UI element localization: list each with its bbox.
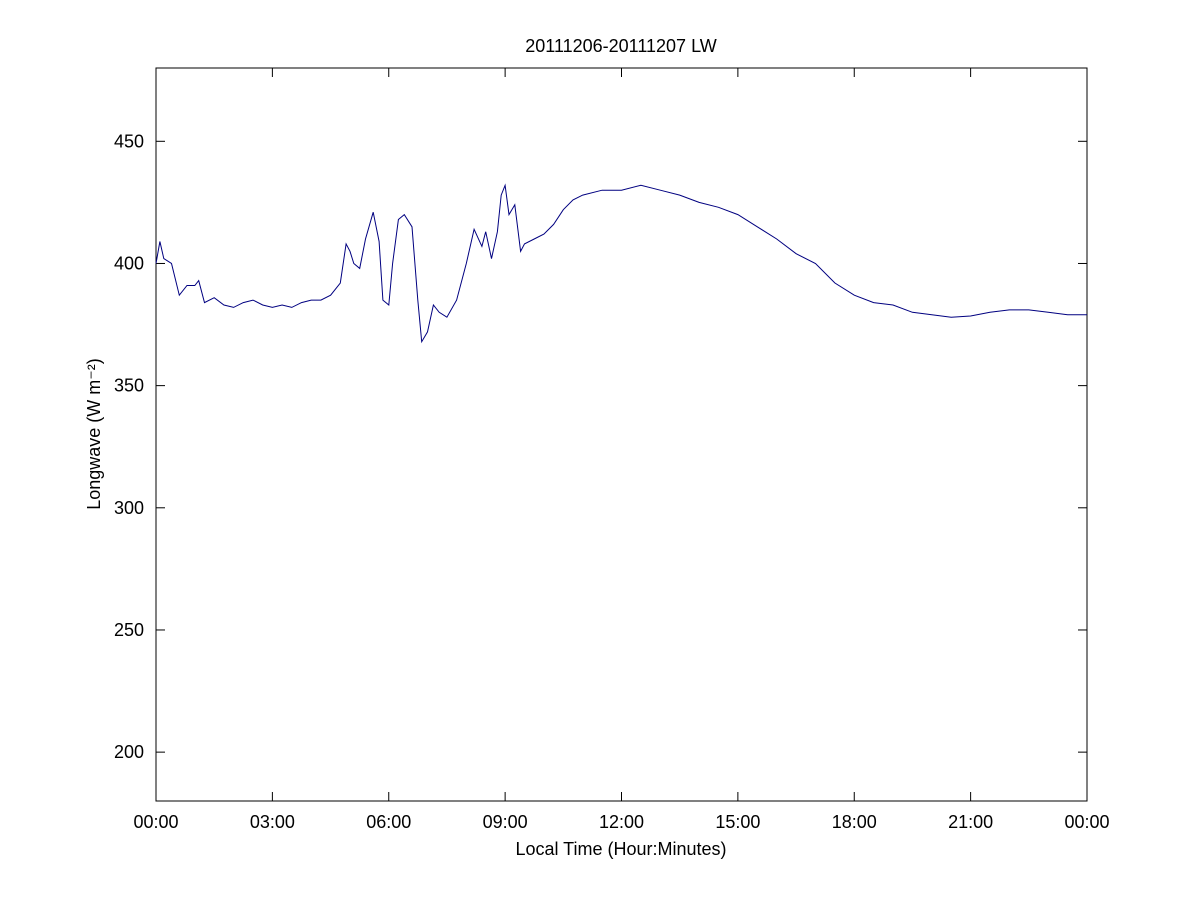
x-tick-label: 15:00 [715,812,760,832]
x-tick-label: 12:00 [599,812,644,832]
y-tick-label: 350 [114,376,144,396]
x-tick-label: 03:00 [250,812,295,832]
y-tick-label: 250 [114,620,144,640]
x-tick-label: 00:00 [133,812,178,832]
data-line [155,183,1087,344]
x-axis-label: Local Time (Hour:Minutes) [515,839,726,859]
x-tick-label: 21:00 [948,812,993,832]
chart-title: 20111206-20111207 LW [525,36,717,56]
plot-frame [155,67,1088,802]
x-tick-label: 00:00 [1064,812,1109,832]
y-tick-label: 300 [114,498,144,518]
x-tick-label: 09:00 [483,812,528,832]
x-tick-label: 18:00 [832,812,877,832]
y-axis-label: Longwave (W m⁻²) [84,358,104,510]
y-tick-label: 450 [114,131,144,151]
y-tick-label: 400 [114,253,144,273]
x-tick-label: 06:00 [366,812,411,832]
y-tick-label: 200 [114,742,144,762]
